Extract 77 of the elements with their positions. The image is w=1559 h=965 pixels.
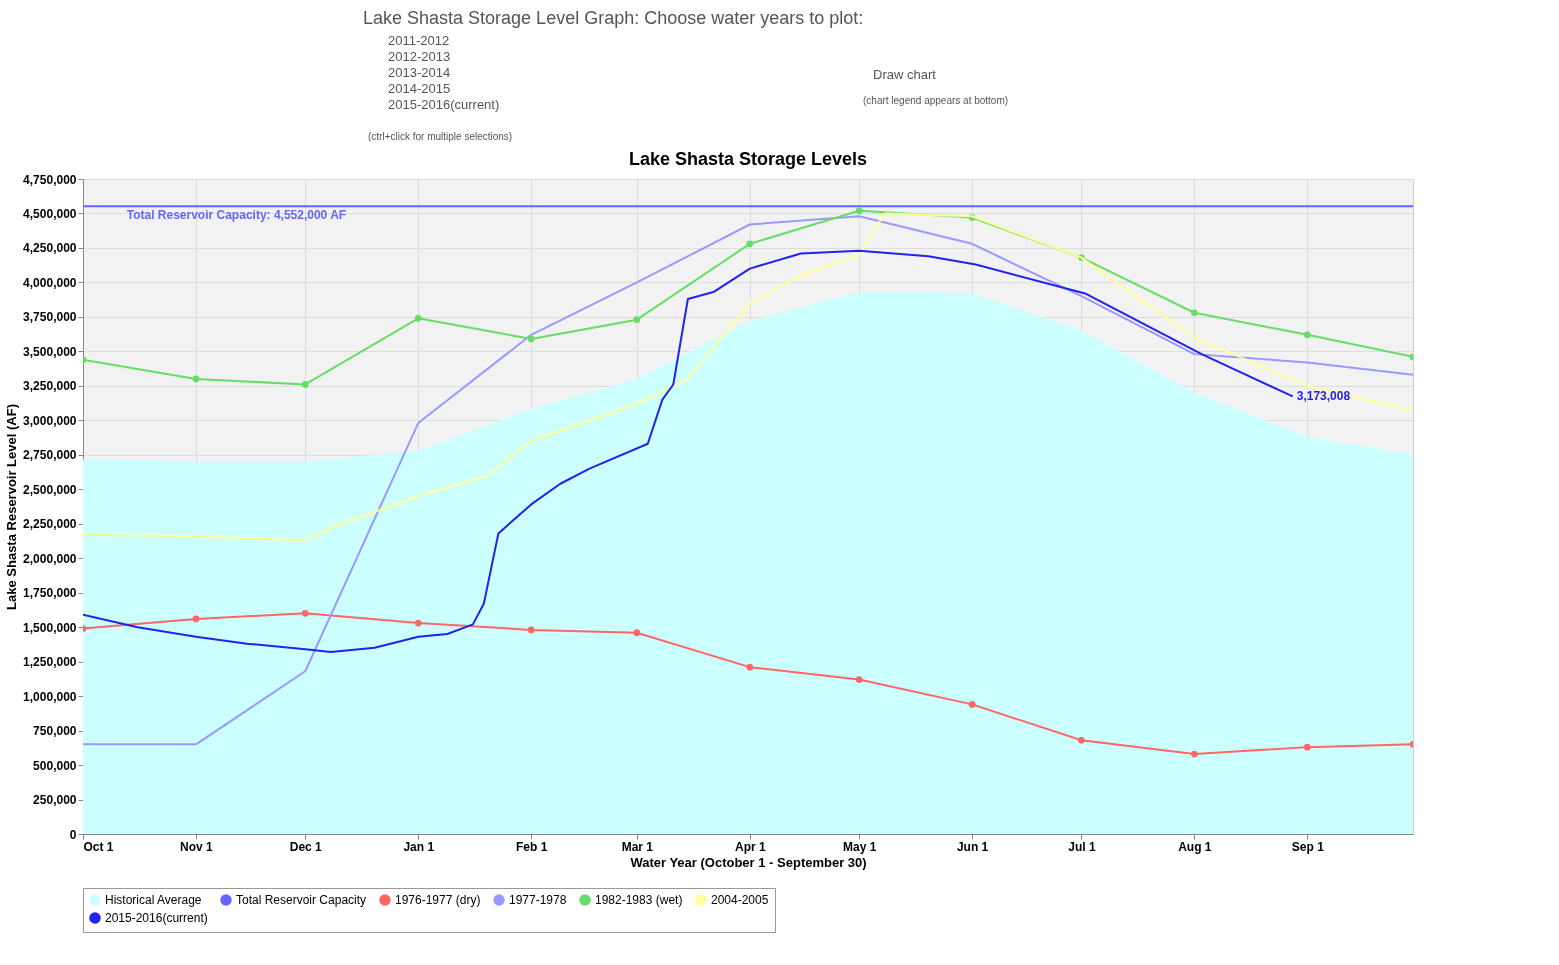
y-tick-label: 4,500,000 bbox=[23, 206, 77, 221]
text: 2012-2013 bbox=[388, 49, 451, 64]
text: (ctrl+click for multiple selections) bbox=[368, 131, 513, 142]
x-tick-label: Apr 1 bbox=[734, 839, 766, 854]
y-tick-label: 750,000 bbox=[33, 724, 77, 739]
text: 2013-2014 bbox=[388, 65, 451, 80]
y-tick-label: 2,000,000 bbox=[23, 551, 77, 566]
point bbox=[746, 240, 754, 248]
y-axis-title: Lake Shasta Reservoir Level (AF) bbox=[4, 404, 20, 610]
point bbox=[855, 676, 863, 683]
y-tick-label: 3,500,000 bbox=[23, 344, 77, 359]
chart-title: Lake Shasta Storage Levels bbox=[628, 149, 868, 169]
y-tick-label: 2,750,000 bbox=[23, 448, 77, 463]
point bbox=[1078, 736, 1085, 744]
y-tick-label: 1,250,000 bbox=[23, 655, 77, 670]
legend-label: 1976-1977 (dry) bbox=[395, 893, 481, 907]
point bbox=[746, 663, 754, 671]
text: Lake Shasta Storage Level Graph: Choose water years to plot: bbox=[363, 8, 864, 28]
line-series bbox=[83, 212, 1413, 542]
y-tick-label: 2,250,000 bbox=[23, 517, 77, 532]
x-tick-label: Jun 1 bbox=[956, 839, 989, 854]
y-tick-label: 3,000,000 bbox=[23, 413, 77, 428]
text: Draw chart bbox=[873, 67, 937, 82]
y-tick-label: 1,000,000 bbox=[23, 689, 77, 704]
point bbox=[855, 207, 863, 215]
text: 2011-2012 bbox=[388, 33, 450, 48]
point bbox=[527, 335, 535, 343]
legend-label: 1977-1978 bbox=[509, 893, 567, 907]
legend-label: 2004-2005 bbox=[711, 893, 769, 907]
legend-label: Total Reservoir Capacity bbox=[236, 893, 367, 907]
point bbox=[1303, 331, 1311, 339]
y-tick-label: 1,750,000 bbox=[23, 586, 77, 601]
point bbox=[1191, 309, 1198, 317]
x-tick-label: Mar 1 bbox=[621, 839, 654, 854]
point bbox=[192, 615, 200, 623]
point bbox=[414, 314, 422, 322]
y-tick-label: 3,250,000 bbox=[23, 379, 77, 394]
x-tick-label: Nov 1 bbox=[180, 839, 214, 854]
y-tick-label: 4,250,000 bbox=[23, 241, 77, 256]
x-tick-label: Jan 1 bbox=[403, 839, 435, 854]
y-tick-label: 4,750,000 bbox=[23, 172, 77, 187]
line-series bbox=[83, 207, 1413, 388]
point bbox=[1303, 743, 1311, 751]
legend-label: Historical Average bbox=[105, 893, 202, 907]
point bbox=[414, 619, 422, 627]
y-tick-label: 2,500,000 bbox=[23, 482, 77, 497]
text: 2014-2015 bbox=[388, 81, 451, 96]
point bbox=[633, 316, 641, 323]
point bbox=[301, 610, 309, 617]
x-tick-label: Feb 1 bbox=[516, 839, 548, 854]
x-tick-label: Sep 1 bbox=[1291, 839, 1325, 854]
legend-label: 1982-1983 (wet) bbox=[595, 893, 683, 907]
x-tick-label: Jul 1 bbox=[1068, 839, 1096, 854]
y-tick-label: 4,000,000 bbox=[23, 275, 77, 290]
x-tick-label: Aug 1 bbox=[1178, 839, 1212, 854]
point bbox=[968, 701, 976, 708]
point bbox=[527, 626, 535, 634]
text: 2015-2016(current) bbox=[388, 97, 500, 112]
y-tick-label: 500,000 bbox=[33, 758, 77, 773]
x-tick-label: Dec 1 bbox=[289, 839, 323, 854]
text: (chart legend appears at bottom) bbox=[863, 95, 1009, 106]
data-label: 3,173,008 bbox=[1296, 389, 1351, 404]
point bbox=[1191, 750, 1198, 758]
x-axis-title: Water Year (October 1 - September 30) bbox=[630, 854, 867, 870]
x-tick-label: Oct 1 bbox=[83, 839, 114, 854]
y-tick-label: 3,750,000 bbox=[23, 310, 77, 325]
legend-label: 2015-2016(current) bbox=[105, 911, 208, 925]
line-series bbox=[83, 610, 1413, 758]
line-series bbox=[83, 249, 1294, 653]
point bbox=[301, 381, 309, 388]
y-tick-label: 0 bbox=[69, 827, 77, 842]
y-tick-label: 250,000 bbox=[33, 793, 77, 808]
point bbox=[633, 629, 641, 637]
annotation: Total Reservoir Capacity: 4,552,000 AF bbox=[126, 208, 347, 223]
point bbox=[192, 375, 200, 383]
y-tick-label: 1,500,000 bbox=[23, 620, 77, 635]
x-tick-label: May 1 bbox=[842, 839, 877, 854]
